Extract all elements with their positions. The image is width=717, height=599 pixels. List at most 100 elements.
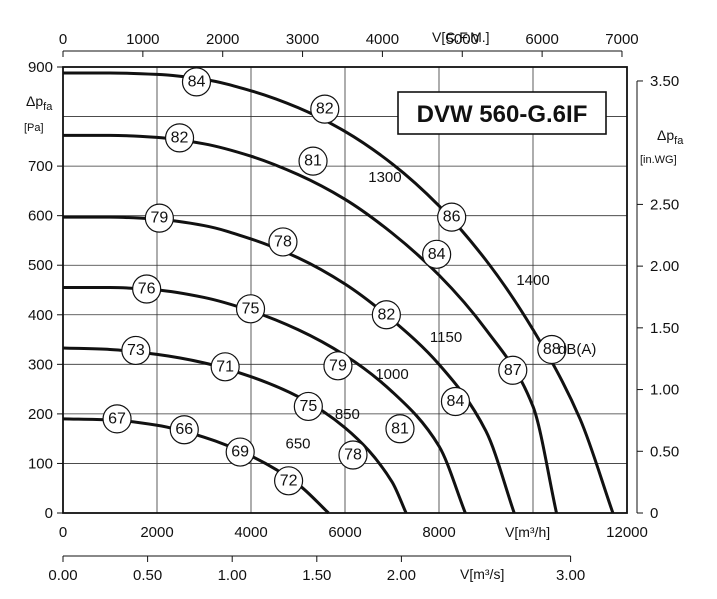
plot-frame [62, 66, 628, 514]
db-marker-label: 86 [443, 209, 461, 226]
y-right-tick-label: 1.00 [650, 382, 679, 399]
db-marker: 76 [132, 274, 162, 304]
y-left-label: Δpfa [Pa] [24, 93, 53, 134]
db-marker-label: 82 [316, 101, 334, 118]
db-marker: 82 [371, 300, 401, 330]
curve-1150 [63, 286, 467, 514]
y-right-tick-label: 0.50 [650, 443, 679, 460]
db-marker-label: 84 [428, 246, 446, 263]
db-marker-label: 75 [242, 300, 260, 317]
x-top-tick-label: 1000 [126, 31, 159, 48]
db-marker: 84 [181, 67, 212, 97]
curve-label: 650 [285, 436, 310, 453]
db-marker: 79 [323, 351, 353, 381]
db-marker: 71 [210, 352, 240, 382]
y-left-tick-label: 900 [28, 59, 53, 76]
db-marker: 86 [437, 202, 467, 232]
db-marker: 88 [537, 334, 567, 365]
db-marker-label: 82 [377, 306, 395, 323]
y-left-tick-label: 300 [28, 356, 53, 373]
db-marker: 67 [102, 404, 132, 434]
db-marker-circle [437, 202, 467, 232]
db-marker-label: 87 [504, 362, 522, 379]
y-left-unit: [Pa] [24, 122, 44, 134]
db-marker: 82 [164, 123, 195, 153]
x-bottom-tick-label: 12000 [606, 524, 648, 541]
svg-text:Δpfa: Δpfa [657, 127, 684, 147]
db-marker-circle [102, 404, 132, 434]
x-m3s-tick-label: 3.00 [556, 567, 585, 584]
x-m3s-tick-label: 1.00 [218, 567, 247, 584]
db-marker-circle [169, 415, 199, 445]
db-marker-circle [422, 239, 452, 269]
x-m3s-label: V[m³/s] [460, 566, 504, 582]
x-top-tick-label: 3000 [286, 31, 319, 48]
db-marker: 72 [274, 466, 304, 496]
y-left-label-sub: fa [43, 101, 53, 113]
chart-title: DVW 560-G.6IF [417, 101, 588, 128]
db-marker-label: 76 [138, 281, 156, 298]
db-marker-circle [385, 414, 415, 444]
curve-label: 1000 [375, 366, 408, 383]
y-left-tick-label: 100 [28, 455, 53, 472]
y-right-tick-label: 0 [650, 505, 658, 522]
db-marker-label: 82 [171, 129, 189, 146]
db-marker-circle [293, 391, 323, 422]
y-right-tick-label: 2.50 [650, 196, 679, 213]
db-marker: 69 [225, 437, 255, 467]
db-marker: 84 [440, 386, 471, 417]
x-m3s-tick-label: 1.50 [302, 567, 331, 584]
db-markers: 67 66 69 72 73 71 75 78 76 75 79 81 79 78 82 84 82 81 84 87… [102, 67, 567, 496]
db-marker-circle [181, 67, 212, 97]
db-marker-label: 66 [175, 421, 193, 438]
x-bottom-label: V[m³/h] [505, 524, 550, 540]
y-left-tick-label: 500 [28, 257, 53, 274]
db-marker-label: 71 [216, 358, 234, 375]
db-marker-circle [144, 203, 174, 233]
x-bottom-tick-label: 8000 [422, 524, 455, 541]
db-marker-circle [132, 274, 162, 304]
curve-label: 1300 [368, 169, 401, 186]
y-right-tick-label: 1.50 [650, 320, 679, 337]
db-marker-circle [121, 335, 151, 366]
db-marker-circle [338, 440, 368, 470]
db-marker: 66 [169, 415, 199, 445]
db-marker-label: 78 [274, 233, 292, 250]
db-marker-circle [274, 466, 304, 496]
db-marker: 87 [498, 355, 528, 385]
db-marker-circle [210, 352, 240, 382]
curve-1400 [63, 133, 558, 514]
y-right-label-sub: fa [674, 135, 684, 147]
db-marker-circle [440, 386, 471, 417]
db-marker: 79 [144, 203, 174, 233]
db-marker-circle [537, 334, 567, 365]
db-marker-circle [498, 355, 528, 385]
db-marker-label: 79 [150, 210, 168, 227]
db-marker: 75 [235, 294, 266, 324]
db-marker-label: 67 [108, 410, 126, 427]
curve-label: 1150 [430, 329, 462, 346]
y-left-tick-label: 700 [28, 158, 53, 175]
y-left-tick-label: 600 [28, 208, 53, 225]
db-marker: 73 [121, 335, 151, 366]
x-top-tick-label: 7000 [605, 31, 638, 48]
db-marker-circle [323, 351, 353, 381]
y-right-tick-label: 3.50 [650, 73, 679, 90]
db-marker-label: 81 [391, 420, 409, 437]
db-marker-label: 75 [299, 398, 317, 415]
y-right-label: Δpfa [in.WG] [640, 127, 684, 166]
x-bottom-tick-label: 6000 [328, 524, 361, 541]
db-marker-label: 84 [188, 73, 206, 90]
db-marker-circle [268, 227, 298, 257]
db-marker-label: 73 [127, 342, 145, 359]
db-marker: 82 [310, 94, 340, 124]
y-left-tick-label: 200 [28, 406, 53, 423]
x-top-label: V[C.F.M.] [432, 29, 490, 45]
db-unit-label: dB(A) [558, 341, 596, 358]
y-left-label-main: Δp [26, 93, 43, 109]
x-top-tick-label: 2000 [206, 31, 239, 48]
curve-label: 850 [335, 406, 360, 423]
x-bottom-tick-label: 4000 [234, 524, 267, 541]
